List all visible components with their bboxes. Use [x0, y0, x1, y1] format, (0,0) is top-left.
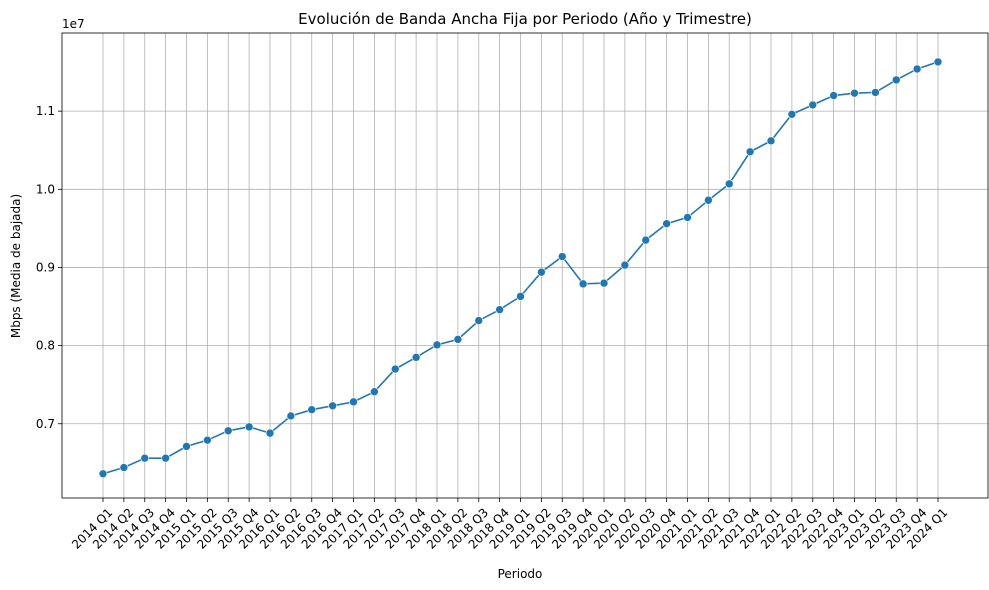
data-point [557, 252, 567, 261]
data-point [495, 305, 504, 314]
grid [62, 33, 988, 498]
data-point [390, 364, 400, 374]
series [98, 57, 943, 479]
data-point [766, 136, 776, 146]
data-point [286, 411, 296, 421]
y-axis-tick-labels: 0.7 0.8 0.9 1.0 1.1 [36, 104, 55, 431]
data-point [829, 91, 838, 100]
data-point [808, 100, 818, 110]
data-point [307, 405, 317, 414]
data-point [244, 422, 254, 432]
data-point [578, 279, 588, 289]
y-axis-multiplier: 1e7 [62, 17, 85, 31]
plot-frame [61, 32, 989, 499]
data-point [641, 235, 651, 245]
data-point [683, 213, 692, 222]
data-point [370, 387, 379, 397]
data-point [161, 453, 170, 463]
data-point [140, 453, 150, 463]
data-point [724, 179, 734, 189]
data-point [203, 435, 212, 445]
data-point [871, 88, 880, 97]
y-tick-label: 0.9 [36, 260, 55, 274]
data-point [474, 316, 484, 325]
data-point [537, 267, 546, 277]
data-point [933, 57, 943, 67]
y-tick-label: 0.8 [36, 339, 55, 353]
data-point [912, 64, 922, 74]
data-point [745, 147, 755, 157]
x-axis-label: Periodo [498, 567, 543, 581]
data-point [182, 442, 191, 451]
data-point [850, 88, 859, 98]
y-tick-label: 1.1 [36, 104, 55, 118]
data-point [891, 75, 901, 85]
data-point [98, 469, 108, 479]
y-tick-label: 0.7 [36, 417, 55, 431]
data-point [599, 278, 609, 288]
data-point [119, 463, 129, 472]
data-point [411, 353, 421, 362]
data-point [620, 260, 630, 270]
data-point [432, 340, 442, 350]
data-point [328, 401, 337, 411]
data-point [516, 292, 525, 301]
data-point [265, 428, 275, 438]
data-point [704, 195, 713, 205]
data-point [453, 335, 463, 344]
y-tick-label: 1.0 [36, 182, 55, 196]
y-axis-label: Mbps (Media de bajada) [9, 194, 23, 338]
data-point [223, 426, 233, 436]
data-point [787, 109, 797, 119]
chart-title: Evolución de Banda Ancha Fija por Period… [298, 10, 752, 28]
data-point [349, 397, 358, 407]
data-point [662, 219, 671, 228]
axis-ticks [58, 110, 939, 502]
